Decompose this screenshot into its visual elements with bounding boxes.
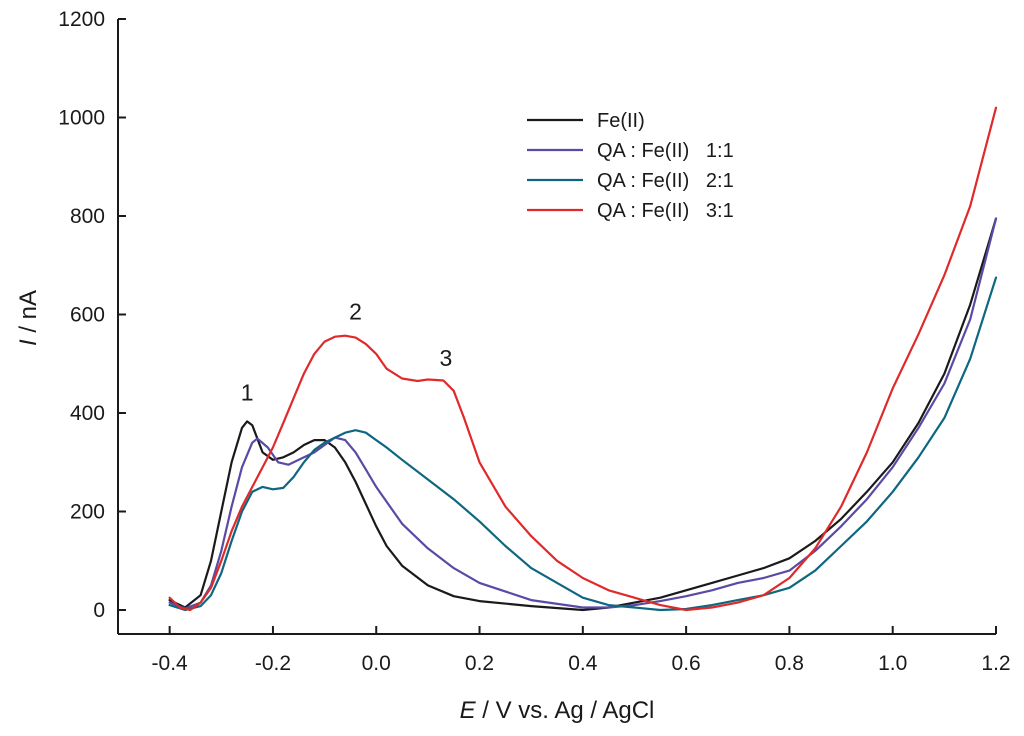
- peak-label-1: 1: [241, 380, 254, 406]
- x-tick-label: -0.2: [255, 652, 291, 675]
- x-tick-label: 0.0: [362, 652, 391, 675]
- x-tick-label: -0.4: [152, 652, 189, 675]
- peak-label-3: 3: [440, 345, 453, 371]
- y-tick-label: 800: [70, 205, 105, 228]
- legend-label: QA : Fe(II) 1:1: [597, 140, 734, 162]
- y-tick-label: 1000: [58, 107, 105, 130]
- series-line-1: [168, 217, 998, 612]
- x-tick-label: 1.0: [878, 652, 907, 675]
- legend: Fe(II) QA : Fe(II) 1:1 QA : Fe(II) 2:1 QA :…: [527, 110, 734, 222]
- series-line-3: [168, 276, 998, 612]
- x-axis-title: E / V vs. Ag / AgCl: [460, 697, 655, 724]
- legend-label: QA : Fe(II) 2:1: [597, 170, 734, 192]
- x-tick-label: 1.2: [981, 652, 1010, 675]
- x-tick-label: 0.4: [568, 652, 598, 675]
- y-axis-var: I: [15, 339, 42, 346]
- x-tick-label: 0.6: [672, 652, 701, 675]
- legend-label: Fe(II): [597, 110, 645, 132]
- peak-label-2: 2: [349, 298, 362, 324]
- y-tick-label: 400: [70, 402, 105, 425]
- y-tick-label: 600: [70, 304, 105, 327]
- y-tick-label: 200: [70, 501, 105, 524]
- y-axis-unit: / nA: [15, 290, 42, 339]
- x-axis-unit: / V vs. Ag / AgCl: [476, 697, 655, 724]
- y-ticks: 0 200 400 600 800 1000 1200: [58, 8, 126, 622]
- y-tick-label: 0: [93, 599, 105, 622]
- x-tick-label: 0.8: [775, 652, 804, 675]
- legend-label: QA : Fe(II) 3:1: [597, 200, 734, 222]
- x-axis-var: E: [460, 697, 477, 724]
- x-tick-label: 0.2: [465, 652, 494, 675]
- y-tick-label: 1200: [58, 8, 105, 31]
- series-layer: [168, 106, 998, 612]
- y-axis-title: I / nA: [15, 290, 42, 346]
- peak-annotations: 1 2 3: [241, 298, 453, 405]
- x-ticks: -0.4 -0.2 0.0 0.2 0.4 0.6 0.8 1.0 1.2: [152, 626, 1011, 675]
- series-line-4: [168, 106, 998, 612]
- series-line-2: [168, 217, 998, 610]
